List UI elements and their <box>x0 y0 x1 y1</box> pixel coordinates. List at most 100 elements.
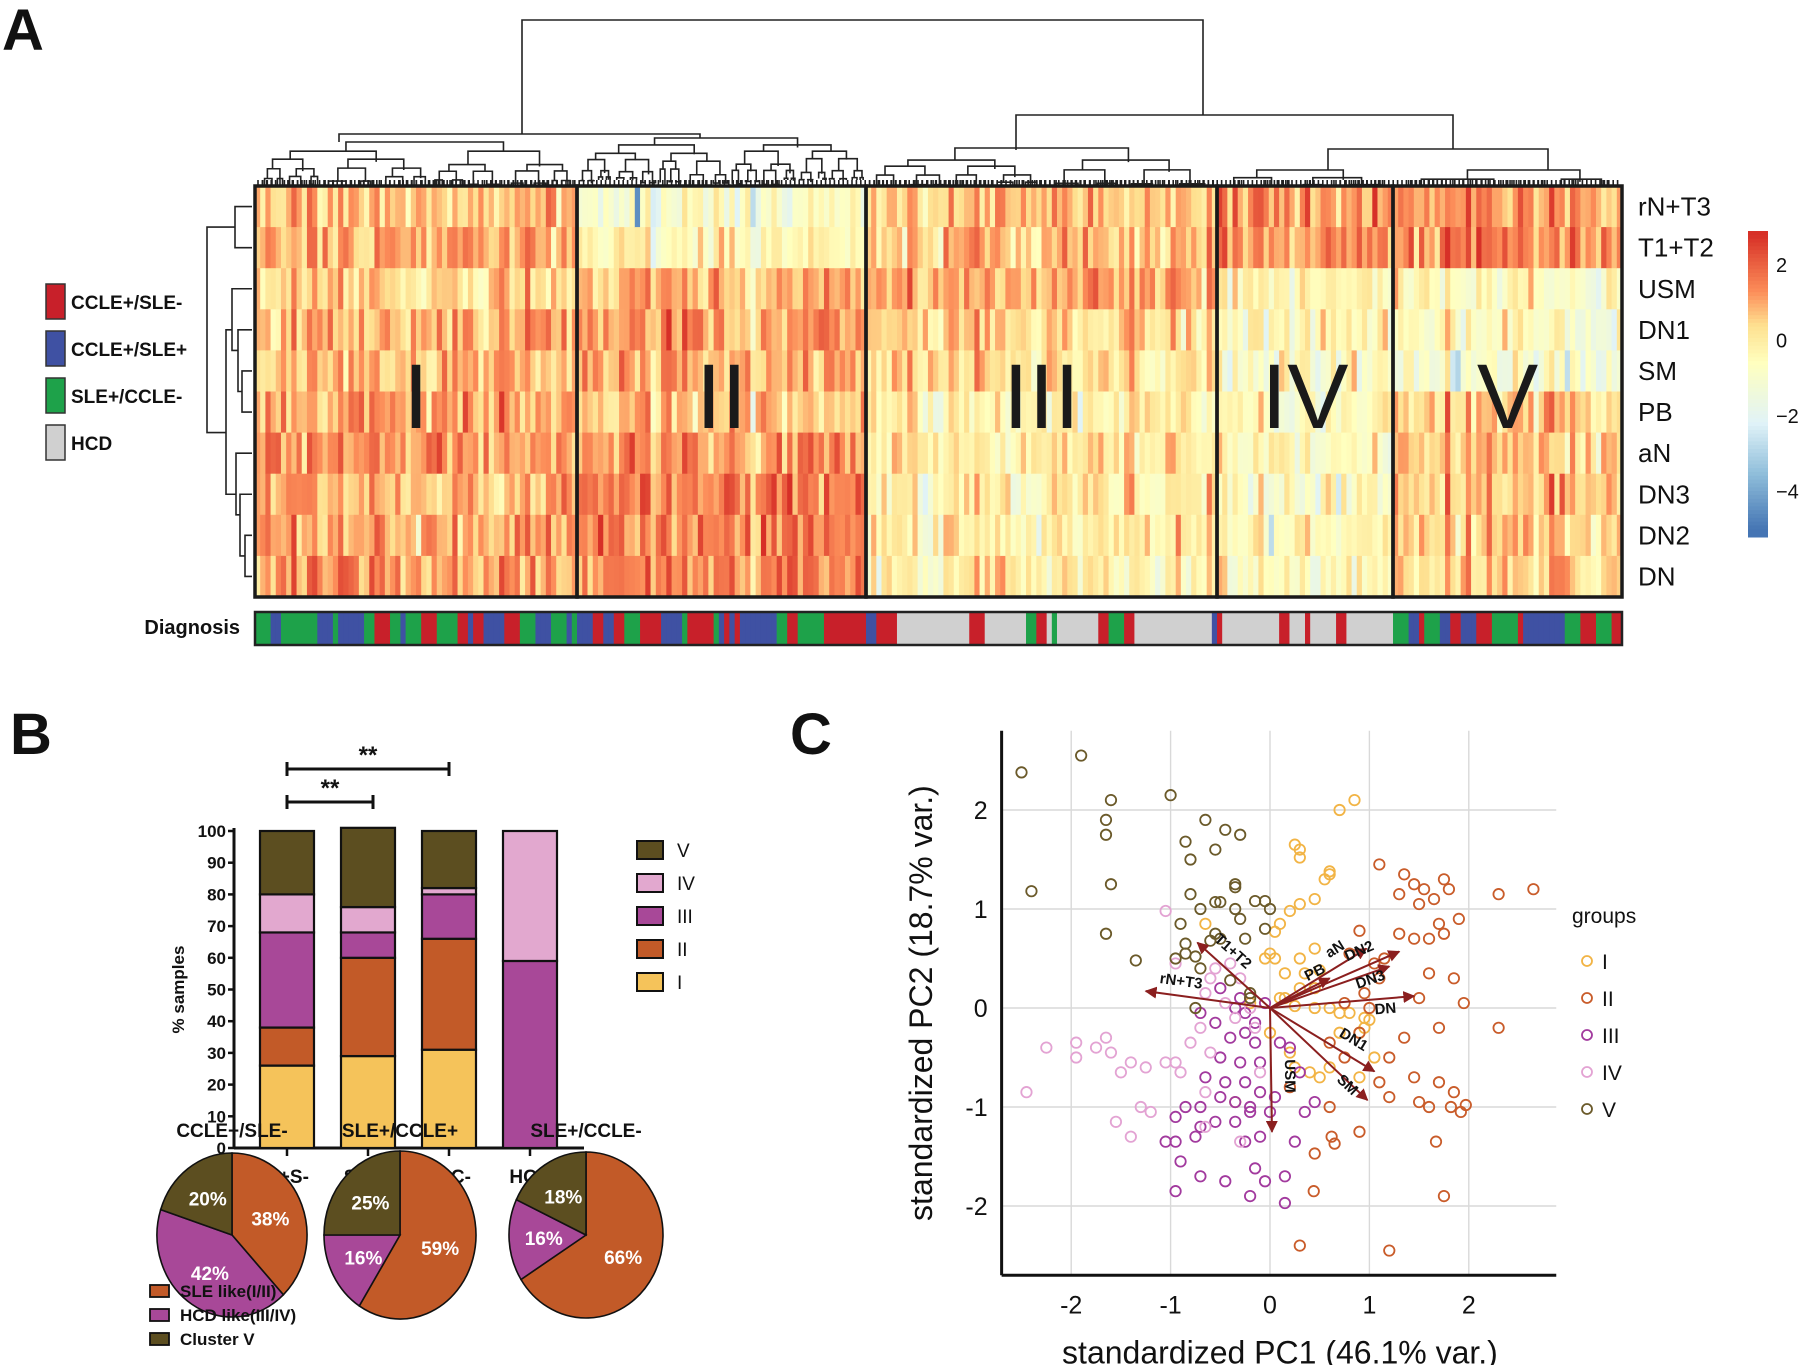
heatmap-cell <box>860 350 867 392</box>
heatmap-cell <box>818 432 825 475</box>
heatmap-cell <box>1382 473 1389 516</box>
heatmap-cell <box>896 514 903 557</box>
dendrogram-branch <box>615 176 625 180</box>
heatmap-cell <box>650 514 657 557</box>
diagnosis-track-label: Diagnosis <box>144 617 240 639</box>
heatmap-cell <box>1559 555 1566 598</box>
heatmap-cell <box>1072 432 1079 475</box>
heatmap-cell <box>713 432 720 475</box>
heatmap-cell <box>1289 473 1296 516</box>
loading-arrow-DN1 <box>1269 1007 1376 1073</box>
heatmap-cell <box>1098 514 1105 557</box>
heatmap-cell <box>1077 309 1084 351</box>
heatmap-cell <box>1387 309 1394 351</box>
heatmap-cell <box>1139 309 1146 351</box>
heatmap-cell <box>1253 391 1260 433</box>
diagnosis-cell <box>312 613 318 644</box>
heatmap-cell <box>1429 268 1436 310</box>
point-group-II <box>1383 1090 1396 1104</box>
point-group-V <box>1209 895 1222 909</box>
heatmap-cell <box>571 268 578 310</box>
heatmap-cell <box>488 309 495 351</box>
heatmap-cell <box>384 268 391 310</box>
heatmap-cell <box>1315 473 1322 516</box>
colorbar-segment <box>1748 510 1768 515</box>
heatmap-cell <box>1196 309 1203 351</box>
heatmap-cell <box>275 227 282 269</box>
x-tick-label: -1 <box>1159 1291 1181 1319</box>
heatmap-cell <box>713 555 720 598</box>
heatmap-cell <box>1108 350 1115 392</box>
heatmap-cell <box>634 227 641 269</box>
bar-segment-S+C--V <box>420 829 478 890</box>
heatmap-cell <box>1533 473 1540 516</box>
heatmap-cell <box>1294 432 1301 475</box>
point-group-II <box>1429 1135 1443 1148</box>
heatmap-cell <box>436 555 443 598</box>
heatmap-cell <box>1067 514 1074 557</box>
heatmap-cell <box>525 432 531 475</box>
heatmap-cell <box>661 350 667 392</box>
heatmap-cell <box>483 186 490 228</box>
heatmap-cell <box>1242 391 1249 433</box>
heatmap-cell <box>1590 391 1597 433</box>
point-group-II <box>1437 927 1451 940</box>
heatmap-cell <box>1036 555 1043 598</box>
heatmap-cell <box>619 268 625 310</box>
heatmap-cell <box>577 473 583 516</box>
heatmap-cell <box>724 432 730 475</box>
heatmap-cell <box>1476 514 1483 557</box>
heatmap-cell <box>1512 309 1519 351</box>
heatmap-cell <box>922 555 929 598</box>
heatmap-cell <box>1180 514 1187 557</box>
heatmap-cell <box>1398 432 1404 475</box>
point-group-IV <box>1070 1036 1083 1049</box>
heatmap-cell <box>1000 186 1006 228</box>
heatmap-cell <box>624 186 631 228</box>
heatmap-cell <box>979 268 986 310</box>
heatmap-cell <box>483 514 490 557</box>
heatmap-cell <box>1491 555 1498 598</box>
heatmap-cell <box>1186 514 1192 557</box>
heatmap-cell <box>1491 473 1498 516</box>
heatmap-cell <box>1165 391 1172 433</box>
heatmap-cell <box>697 186 704 228</box>
diagnosis-cell <box>608 613 615 644</box>
heatmap-cell <box>922 227 929 269</box>
dendrogram-branch <box>907 159 996 169</box>
heatmap-cell <box>535 514 542 557</box>
heatmap-cell <box>322 227 329 269</box>
point-group-II <box>1325 1130 1338 1143</box>
colorbar-segment <box>1748 318 1768 324</box>
colorbar-segment <box>1748 326 1768 331</box>
heatmap-cell <box>1465 555 1472 598</box>
heatmap-cell <box>1569 227 1576 269</box>
point-group-II <box>1368 957 1381 970</box>
heatmap-cell <box>343 268 350 310</box>
heatmap-cell <box>1507 309 1514 351</box>
heatmap-cell <box>750 514 757 557</box>
diagnosis-cell <box>598 613 604 644</box>
heatmap-cell <box>834 514 841 557</box>
heatmap-cell <box>395 514 402 557</box>
colorbar-segment <box>1748 372 1768 377</box>
heatmap-cell <box>823 514 830 557</box>
heatmap-cell <box>1611 391 1618 433</box>
heatmap-cell <box>760 555 767 598</box>
heatmap-cell <box>1175 227 1182 269</box>
heatmap-cell <box>1093 268 1099 310</box>
heatmap-cell <box>917 227 924 269</box>
heatmap-cell <box>818 514 825 557</box>
heatmap-cell <box>275 268 282 310</box>
heatmap-cell <box>504 432 511 475</box>
heatmap-cell <box>286 432 292 475</box>
heatmap-cell <box>1020 514 1027 557</box>
pie-legend-label: Cluster V <box>180 1330 255 1349</box>
heatmap-cell <box>275 186 282 228</box>
heatmap-cell <box>332 391 339 433</box>
heatmap-cell <box>964 555 970 598</box>
point-group-V <box>1214 895 1227 909</box>
heatmap-cell <box>1015 268 1022 310</box>
diagnosis-cell <box>1559 613 1566 644</box>
heatmap-cell <box>703 227 709 269</box>
